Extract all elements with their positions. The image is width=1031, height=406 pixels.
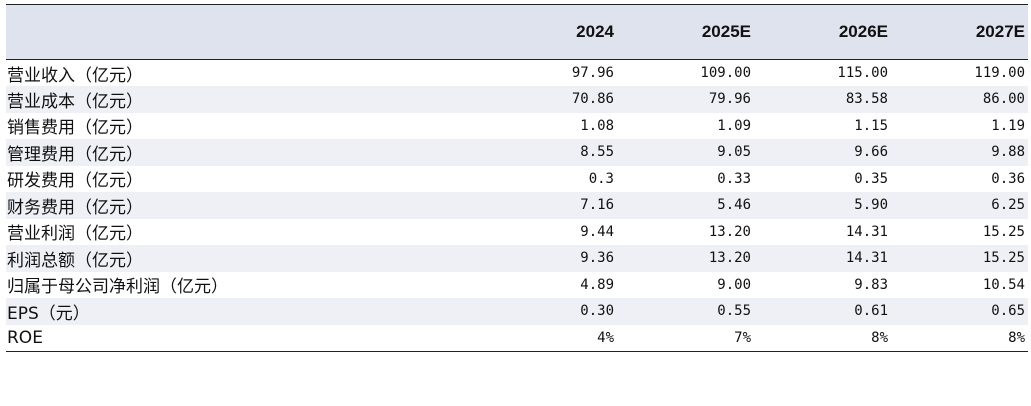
table-cell: 9.83 bbox=[854, 276, 888, 293]
row-label: 研发费用（亿元） bbox=[7, 171, 143, 192]
table-cell: 0.36 bbox=[991, 170, 1025, 187]
row-label: 利润总额（亿元） bbox=[7, 250, 143, 271]
table-cell: 1.08 bbox=[580, 117, 614, 134]
header-year-2024: 2024 bbox=[480, 4, 617, 60]
table-cell: 0.61 bbox=[854, 303, 888, 320]
table-cell: 109.00 bbox=[700, 65, 751, 81]
table-cell: 83.58 bbox=[845, 91, 888, 108]
table-cell: 0.3 bbox=[588, 170, 614, 187]
table-cell: 4% bbox=[480, 324, 617, 352]
table-cell: 13.20 bbox=[708, 223, 751, 240]
financial-forecast-table: 2024 2025E 2026E 2027E 营业收入（亿元） 97.96 10… bbox=[6, 4, 1028, 352]
table-cell: 13.20 bbox=[708, 250, 751, 267]
table-cell: 5.90 bbox=[854, 197, 888, 214]
table-cell: 8.55 bbox=[580, 144, 614, 161]
table-cell: 7.16 bbox=[580, 197, 614, 214]
header-year-2025e: 2025E bbox=[617, 4, 754, 60]
header-year-2026e: 2026E bbox=[754, 4, 891, 60]
table-row: EPS（元） 0.30 0.55 0.61 0.65 bbox=[6, 298, 1028, 325]
table-cell: 1.09 bbox=[717, 117, 751, 134]
table-cell: 1.19 bbox=[991, 117, 1025, 134]
row-label: 归属于母公司净利润（亿元） bbox=[7, 277, 228, 298]
table-cell: 0.33 bbox=[717, 170, 751, 187]
table-cell: 97.96 bbox=[571, 65, 614, 81]
table-cell: 0.55 bbox=[717, 303, 751, 320]
table-row: 销售费用（亿元） 1.08 1.09 1.15 1.19 bbox=[6, 113, 1028, 140]
table-cell: 5.46 bbox=[717, 197, 751, 214]
header-blank-cell bbox=[6, 4, 480, 60]
table-cell: 115.00 bbox=[837, 65, 888, 81]
table-row: 财务费用（亿元） 7.16 5.46 5.90 6.25 bbox=[6, 192, 1028, 219]
table-cell: 9.36 bbox=[580, 250, 614, 267]
table-row: ROE 4% 7% 8% 8% bbox=[6, 324, 1028, 352]
row-label: 营业利润（亿元） bbox=[7, 224, 143, 245]
table-cell: 8% bbox=[891, 324, 1028, 352]
row-label: ROE bbox=[6, 324, 480, 352]
table-cell: 15.25 bbox=[982, 223, 1025, 240]
table-cell: 0.35 bbox=[854, 170, 888, 187]
table-header-row: 2024 2025E 2026E 2027E bbox=[6, 4, 1028, 60]
table-cell: 9.00 bbox=[717, 276, 751, 293]
table-cell: 9.44 bbox=[580, 223, 614, 240]
table-cell: 86.00 bbox=[982, 91, 1025, 108]
row-label: 营业成本（亿元） bbox=[7, 91, 143, 112]
table-cell: 4.89 bbox=[580, 276, 614, 293]
table-row: 管理费用（亿元） 8.55 9.05 9.66 9.88 bbox=[6, 139, 1028, 166]
row-label: 财务费用（亿元） bbox=[7, 197, 143, 218]
table-cell: 10.54 bbox=[982, 276, 1025, 293]
table-cell: 1.15 bbox=[854, 117, 888, 134]
table-cell: 6.25 bbox=[991, 197, 1025, 214]
header-year-2027e: 2027E bbox=[891, 4, 1028, 60]
table-cell: 0.30 bbox=[580, 303, 614, 320]
table-cell: 14.31 bbox=[845, 250, 888, 267]
table-row: 利润总额（亿元） 9.36 13.20 14.31 15.25 bbox=[6, 245, 1028, 272]
table-cell: 15.25 bbox=[982, 250, 1025, 267]
table-cell: 9.88 bbox=[991, 144, 1025, 161]
table-cell: 119.00 bbox=[974, 65, 1025, 81]
table-row: 营业利润（亿元） 9.44 13.20 14.31 15.25 bbox=[6, 219, 1028, 246]
row-label: 销售费用（亿元） bbox=[7, 118, 143, 139]
table-cell: 9.05 bbox=[717, 144, 751, 161]
row-label: 管理费用（亿元） bbox=[7, 144, 143, 165]
table-cell: 79.96 bbox=[708, 91, 751, 108]
row-label: EPS（元） bbox=[7, 303, 90, 324]
table-cell: 14.31 bbox=[845, 223, 888, 240]
table-cell: 0.65 bbox=[991, 303, 1025, 320]
row-label: 营业收入（亿元） bbox=[7, 65, 143, 86]
table-row: 研发费用（亿元） 0.3 0.33 0.35 0.36 bbox=[6, 166, 1028, 193]
table-row: 归属于母公司净利润（亿元） 4.89 9.00 9.83 10.54 bbox=[6, 272, 1028, 299]
table-cell: 70.86 bbox=[571, 91, 614, 108]
table-cell: 7% bbox=[617, 324, 754, 352]
table-cell: 9.66 bbox=[854, 144, 888, 161]
table-row: 营业成本（亿元） 70.86 79.96 83.58 86.00 bbox=[6, 86, 1028, 113]
table-row: 营业收入（亿元） 97.96 109.00 115.00 119.00 bbox=[6, 60, 1028, 87]
table-cell: 8% bbox=[754, 324, 891, 352]
